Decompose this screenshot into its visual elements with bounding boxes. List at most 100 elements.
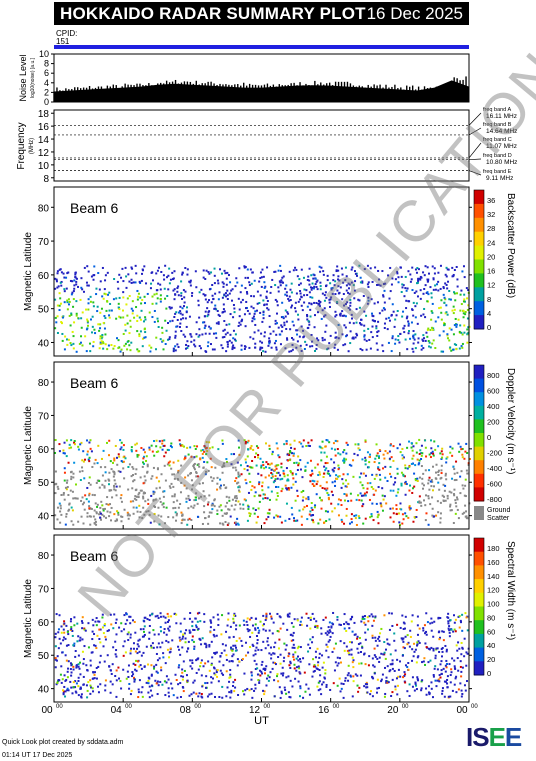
heatmap-cell <box>316 288 319 291</box>
heatmap-cell <box>222 303 225 306</box>
heatmap-cell <box>85 350 88 353</box>
heatmap-ylabel: Magnetic Latitude <box>23 232 34 311</box>
heatmap-cell <box>175 613 178 616</box>
heatmap-cell <box>118 626 121 629</box>
heatmap-cell <box>177 294 180 297</box>
heatmap-cell <box>196 515 199 518</box>
heatmap-cell <box>132 480 135 483</box>
heatmap-cell <box>65 287 68 290</box>
heatmap-cell <box>383 641 386 644</box>
heatmap-cell <box>97 691 100 694</box>
heatmap-cell <box>321 440 324 443</box>
heatmap-cell <box>96 634 99 637</box>
heatmap-cell <box>159 446 162 449</box>
heatmap-cell <box>60 322 63 325</box>
heatmap-cell <box>414 333 417 336</box>
heatmap-cell <box>102 321 105 324</box>
heatmap-cell <box>435 514 438 517</box>
heatmap-cell <box>275 471 278 474</box>
xtick-label-minutes: 00 <box>402 704 409 710</box>
heatmap-cell <box>57 647 60 650</box>
heatmap-cell <box>337 514 340 517</box>
freq-band-value: 11.07 MHz <box>486 143 517 150</box>
heatmap-cell <box>420 348 423 351</box>
heatmap-cell <box>309 647 312 650</box>
heatmap-cell <box>82 460 85 463</box>
heatmap-cell <box>189 446 192 449</box>
heatmap-cell <box>175 311 178 314</box>
heatmap-cell <box>162 656 165 659</box>
heatmap-cell <box>159 626 162 629</box>
heatmap-cell <box>276 300 279 303</box>
heatmap-cell <box>276 612 279 615</box>
heatmap-cell <box>275 346 278 349</box>
heatmap-cell <box>181 273 184 276</box>
heatmap-cell <box>275 464 278 467</box>
heatmap-cell <box>79 298 82 301</box>
heatmap-cell <box>247 630 250 633</box>
heatmap-cell <box>83 628 86 631</box>
heatmap-cell <box>327 498 330 501</box>
heatmap-cell <box>345 479 348 482</box>
colorbar-tick-label: 4 <box>487 309 491 318</box>
heatmap-cell <box>72 686 75 689</box>
heatmap-cell <box>391 678 394 681</box>
heatmap-cell <box>190 340 193 343</box>
heatmap-cell <box>262 493 265 496</box>
heatmap-cell <box>387 274 390 277</box>
heatmap-cell <box>392 310 395 313</box>
heatmap-cell <box>219 484 222 487</box>
heatmap-cell <box>269 646 272 649</box>
heatmap-cell <box>58 268 61 271</box>
heatmap-cell <box>265 665 268 668</box>
heatmap-cell <box>164 319 167 322</box>
heatmap-cell <box>429 503 432 506</box>
heatmap-cell <box>251 643 254 646</box>
heatmap-cell <box>72 472 75 475</box>
freq-band-pointer <box>468 142 482 159</box>
heatmap-cell <box>378 660 381 663</box>
heatmap-cell <box>420 314 423 317</box>
heatmap-cell <box>455 265 458 268</box>
heatmap-cell <box>141 268 144 271</box>
heatmap-cell <box>292 477 295 480</box>
heatmap-cell <box>253 689 256 692</box>
heatmap-cell <box>55 321 58 324</box>
heatmap-cell <box>248 472 251 475</box>
heatmap-cell <box>443 495 446 498</box>
heatmap-cell <box>290 282 293 285</box>
heatmap-cell <box>170 482 173 485</box>
heatmap-cell <box>240 301 243 304</box>
heatmap-cell <box>54 470 57 473</box>
heatmap-cell <box>222 664 225 667</box>
heatmap-cell <box>150 674 153 677</box>
heatmap-cell <box>320 266 323 269</box>
heatmap-cell <box>320 693 323 696</box>
heatmap-cell <box>143 633 146 636</box>
heatmap-cell <box>153 309 156 312</box>
heatmap-cell <box>54 666 57 669</box>
heatmap-cell <box>126 348 129 351</box>
heatmap-cell <box>242 503 245 506</box>
heatmap-cell <box>445 461 448 464</box>
heatmap-cell <box>165 329 168 332</box>
heatmap-cell <box>247 508 250 511</box>
heatmap-cell <box>174 334 177 337</box>
heatmap-cell <box>342 482 345 485</box>
heatmap-cell <box>60 513 63 516</box>
heatmap-cell <box>219 522 222 525</box>
heatmap-cell <box>283 475 286 478</box>
heatmap-cell <box>181 646 184 649</box>
heatmap-cell <box>86 439 89 442</box>
heatmap-cell <box>144 316 147 319</box>
heatmap-cell <box>232 344 235 347</box>
heatmap-cell <box>388 297 391 300</box>
heatmap-cell <box>179 682 182 685</box>
heatmap-cell <box>401 454 404 457</box>
heatmap-cell <box>408 506 411 509</box>
heatmap-cell <box>237 500 240 503</box>
heatmap-cell <box>266 637 269 640</box>
heatmap-cell <box>411 491 414 494</box>
heatmap-cell <box>382 294 385 297</box>
heatmap-cell <box>77 694 80 697</box>
